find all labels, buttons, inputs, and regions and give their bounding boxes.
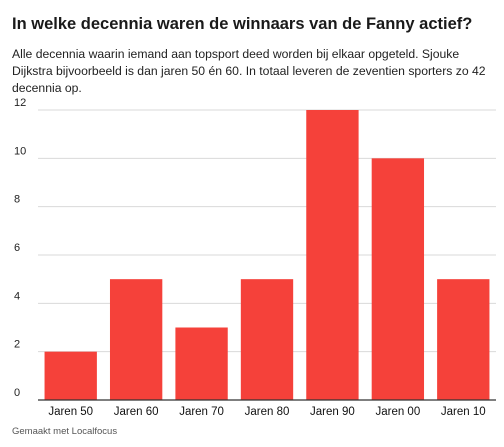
- bar[interactable]: [306, 110, 359, 400]
- credit-text: Gemaakt met Localfocus: [12, 426, 118, 437]
- bar[interactable]: [109, 279, 163, 400]
- x-tick-labels: Jaren 50 Jaren 60 Jaren 70 Jaren 80 Jaren 90…: [48, 406, 485, 418]
- y-tick-label: 12: [14, 97, 26, 109]
- x-tick-label: Jaren 10: [441, 406, 486, 418]
- y-tick-label: 2: [14, 339, 20, 351]
- x-tick-label: Jaren 90: [310, 406, 355, 418]
- bar[interactable]: [437, 279, 490, 400]
- x-tick-label: Jaren 60: [114, 406, 159, 418]
- y-tick-label: 6: [14, 242, 20, 254]
- chart-subtitle: Alle decennia waarin iemand aan topsport…: [12, 47, 486, 95]
- bar[interactable]: [371, 158, 425, 400]
- x-tick-label: Jaren 50: [48, 406, 93, 418]
- bars: [44, 110, 490, 401]
- y-tick-label: 4: [14, 290, 20, 302]
- bar[interactable]: [240, 279, 294, 400]
- x-tick-label: Jaren 00: [375, 406, 420, 418]
- x-tick-label: Jaren 80: [245, 406, 290, 418]
- y-tick-labels: 0 2 4 6 8 10 12: [14, 97, 26, 399]
- y-tick-label: 0: [14, 387, 20, 399]
- chart-title: In welke decennia waren de winnaars van …: [12, 15, 473, 33]
- y-tick-label: 8: [14, 194, 20, 206]
- x-tick-label: Jaren 70: [179, 406, 224, 418]
- y-tick-label: 10: [14, 145, 26, 157]
- bar[interactable]: [44, 351, 97, 400]
- bar[interactable]: [175, 327, 228, 401]
